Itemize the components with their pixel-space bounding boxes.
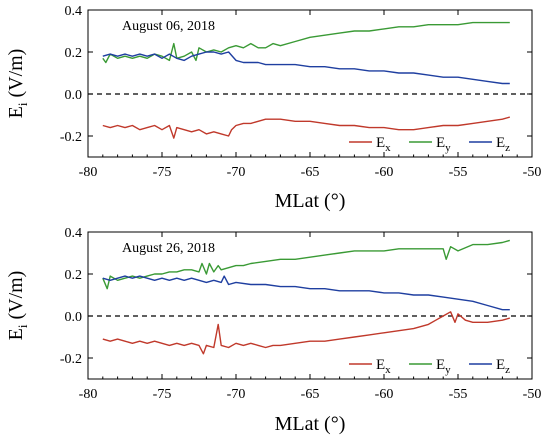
panel-august-06: -80 -75 -70 -65 -60 -55 -50 -0.2 0.0 0.2 0.4 August…	[5, 4, 541, 212]
legend-label-ez: Ez	[496, 357, 510, 376]
x-tick-label: -65	[301, 387, 320, 402]
x-tick-label: -60	[375, 387, 394, 402]
series-line-ex	[102, 116, 510, 139]
y-axis-label: Ei (V/m)	[5, 271, 30, 341]
y-tick-label: 0.0	[65, 88, 83, 103]
legend-label-sub: x	[385, 142, 391, 154]
y-axis-label-unit: (V/m)	[5, 271, 27, 325]
x-tick-label: -60	[375, 165, 394, 180]
legend-label-sub: x	[385, 364, 391, 376]
y-axis-label-sub: i	[15, 102, 30, 106]
legend-label-sub: y	[445, 142, 451, 154]
legend-label-ex: Ex	[376, 357, 391, 376]
y-axis-label: Ei (V/m)	[5, 49, 30, 119]
x-tick-label: -50	[523, 165, 542, 180]
panel-august-26: -80 -75 -70 -65 -60 -55 -50 -0.2 0.0 0.2 0.4 August…	[5, 226, 541, 435]
series-line-ex	[102, 311, 510, 355]
legend-label-main: E	[496, 135, 505, 151]
x-tick-label: -80	[79, 387, 98, 402]
legend-label-main: E	[436, 135, 445, 151]
y-tick-label: -0.2	[60, 352, 82, 367]
legend-label-main: E	[376, 357, 385, 373]
x-tick-label: -55	[449, 165, 468, 180]
legend-label-sub: y	[445, 364, 451, 376]
panel-title: August 26, 2018	[122, 241, 215, 256]
series-line-ey	[102, 239, 510, 290]
y-axis-label-main: E	[5, 106, 27, 118]
panel-title: August 06, 2018	[122, 19, 215, 34]
y-tick-label: -0.2	[60, 130, 82, 145]
y-axis-label-main: E	[5, 328, 27, 340]
series-line-ez	[102, 275, 510, 311]
x-tick-label: -50	[523, 387, 542, 402]
x-tick-label: -70	[227, 165, 246, 180]
legend-label-main: E	[436, 357, 445, 373]
legend-label-main: E	[496, 357, 505, 373]
legend-label-ez: Ez	[496, 135, 510, 154]
series-line-ez	[102, 51, 510, 85]
legend-label-ex: Ex	[376, 135, 391, 154]
x-tick-label: -55	[449, 387, 468, 402]
x-axis-label: MLat (°)	[275, 413, 346, 435]
legend-label-ey: Ey	[436, 135, 451, 154]
y-axis-label-sub: i	[15, 324, 30, 328]
y-axis-label-unit: (V/m)	[5, 49, 27, 103]
x-tick-label: -70	[227, 387, 246, 402]
legend-label-ey: Ey	[436, 357, 451, 376]
x-tick-label: -75	[153, 387, 172, 402]
series-line-ey	[102, 21, 510, 64]
x-tick-label: -80	[79, 165, 98, 180]
x-tick-label: -75	[153, 165, 172, 180]
x-tick-label: -65	[301, 165, 320, 180]
x-axis-label: MLat (°)	[275, 190, 346, 212]
y-tick-label: 0.4	[65, 4, 83, 19]
legend-label-main: E	[376, 135, 385, 151]
y-tick-label: 0.2	[65, 46, 83, 61]
y-tick-label: 0.0	[65, 310, 83, 325]
y-tick-label: 0.2	[65, 268, 83, 283]
legend-label-sub: z	[505, 364, 510, 376]
y-tick-label: 0.4	[65, 226, 83, 241]
legend-label-sub: z	[505, 142, 510, 154]
